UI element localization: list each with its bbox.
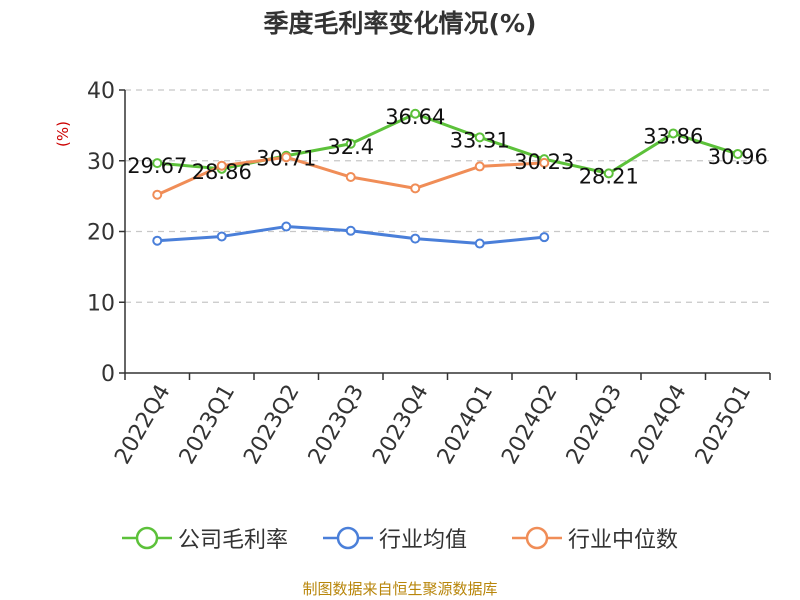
- x-tick-label: 2024Q2: [497, 381, 562, 469]
- legend-line-marker-icon: [122, 526, 172, 550]
- data-point: [345, 138, 356, 149]
- data-point: [152, 158, 163, 169]
- x-tick-label: 2023Q3: [304, 381, 369, 469]
- data-point: [410, 108, 421, 119]
- data-point: [474, 161, 485, 172]
- data-point: [152, 235, 163, 246]
- x-tick-label: 2024Q4: [626, 381, 691, 469]
- data-point: [216, 231, 227, 242]
- legend-label: 公司毛利率: [178, 528, 289, 553]
- y-tick-label: 0: [101, 362, 115, 387]
- y-tick-label: 30: [87, 150, 115, 175]
- data-label: 28.86: [192, 160, 252, 184]
- series-1: [152, 221, 550, 249]
- x-tick-label: 2024Q3: [562, 381, 627, 469]
- chart-title: 季度毛利率变化情况(%): [263, 9, 537, 38]
- series-layer: [152, 108, 743, 249]
- x-tick-label: 2024Q1: [433, 381, 498, 469]
- legend-item[interactable]: 行业均值: [323, 518, 467, 558]
- data-label: 33.86: [643, 124, 703, 148]
- data-point: [216, 160, 227, 171]
- y-tick-label: 40: [87, 79, 115, 104]
- data-label: 33.31: [450, 128, 510, 152]
- data-point: [732, 148, 743, 159]
- data-point: [410, 183, 421, 194]
- y-tick-label: 20: [87, 221, 115, 246]
- legend: 公司毛利率 行业均值 行业中位数: [0, 518, 800, 558]
- data-point: [474, 132, 485, 143]
- data-label: 30.96: [708, 145, 768, 169]
- data-point: [410, 233, 421, 244]
- x-tick-label: 2023Q1: [175, 381, 240, 469]
- data-point: [345, 225, 356, 236]
- data-label: 28.21: [579, 164, 639, 188]
- y-tick-label: 10: [87, 291, 115, 316]
- data-point: [539, 232, 550, 243]
- data-point: [539, 157, 550, 168]
- legend-line-marker-icon: [512, 526, 562, 550]
- series-2: [152, 152, 550, 200]
- data-point: [668, 128, 679, 139]
- data-label: 32.4: [327, 135, 374, 159]
- data-point: [281, 221, 292, 232]
- x-tick-label: 2022Q4: [110, 381, 175, 469]
- data-point: [603, 168, 614, 179]
- data-source: 制图数据来自恒生聚源数据库: [302, 580, 498, 598]
- data-point: [281, 152, 292, 163]
- legend-item[interactable]: 公司毛利率: [122, 518, 288, 558]
- legend-label: 行业均值: [379, 528, 468, 553]
- legend-label: 行业中位数: [568, 528, 679, 553]
- data-label: 30.23: [514, 150, 574, 174]
- data-label: 30.71: [256, 147, 316, 171]
- x-tick-label: 2025Q1: [691, 381, 756, 469]
- data-point: [474, 238, 485, 249]
- legend-line-marker-icon: [323, 526, 373, 550]
- data-point: [345, 172, 356, 183]
- legend-item[interactable]: 行业中位数: [512, 518, 678, 558]
- data-label: 36.64: [385, 105, 445, 129]
- x-tick-label: 2023Q2: [239, 381, 304, 469]
- data-label: 29.67: [127, 154, 187, 178]
- x-tick-label: 2023Q4: [368, 381, 433, 469]
- data-point: [152, 189, 163, 200]
- grid-lines: [125, 89, 770, 303]
